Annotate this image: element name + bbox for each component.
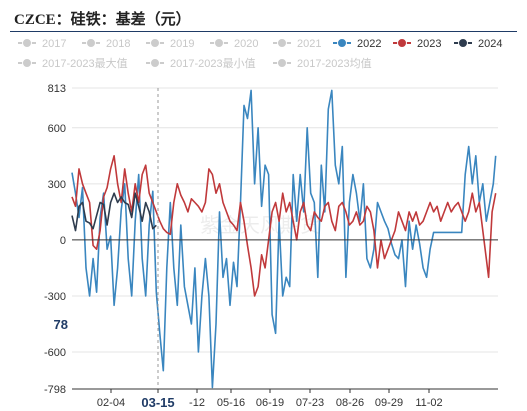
y-tick-label: 813: [48, 83, 66, 95]
watermark: 紫金天风期货: [200, 213, 320, 237]
legend-label: 2017: [42, 38, 66, 50]
legend-item-3[interactable]: 2020: [210, 38, 258, 50]
y-tick-label: 300: [48, 179, 66, 191]
legend-dot-icon: [337, 38, 347, 48]
x-tick-label: 05-16: [217, 397, 245, 409]
series-layer: [71, 89, 497, 389]
legend-item-1[interactable]: 2018: [82, 38, 130, 50]
legend-item-10[interactable]: 2017-2023均值: [273, 57, 372, 70]
legend-dot-icon: [150, 38, 160, 48]
axes: 813 600 300 0 -300 -600 -798 02-04 -12 05-16 06-19…: [44, 83, 498, 409]
legend-dot-icon: [22, 58, 32, 68]
legend-dot-icon: [277, 58, 287, 68]
legend-label: 2017-2023最小值: [170, 57, 256, 70]
x-tick-label: 08-26: [336, 397, 364, 409]
legend-item-9[interactable]: 2017-2023最小值: [146, 57, 256, 70]
series-line-2024[interactable]: [71, 192, 157, 232]
legend-label: 2017-2023均值: [297, 57, 372, 70]
legend-item-6[interactable]: 2023: [393, 38, 441, 50]
x-tick-label: 07-23: [296, 397, 324, 409]
legend-item-4[interactable]: 2021: [273, 38, 321, 50]
hover-y-label: 78: [54, 317, 68, 332]
legend-label: 2018: [106, 38, 130, 50]
legend-dot-icon: [86, 38, 96, 48]
legend-item-5[interactable]: 2022: [333, 38, 381, 50]
x-tick-label: -12: [189, 397, 205, 409]
grid-lines: [72, 87, 498, 390]
series-line-2022[interactable]: [71, 89, 497, 389]
chart-title: CZCE：硅铁：基差（元）: [14, 12, 191, 28]
legend-label: 2017-2023最大值: [42, 56, 128, 70]
y-tick-label: 600: [48, 123, 66, 135]
series-line-2023[interactable]: [71, 155, 497, 297]
legend-item-8[interactable]: 2017-2023最大值: [18, 56, 128, 70]
y-tick-label: -300: [44, 291, 66, 303]
legend[interactable]: 2017 2018 2019 2020 2021 2022 2023 2024 2017-202…: [18, 38, 502, 70]
legend-label: 2023: [417, 38, 441, 50]
legend-label: 2022: [357, 38, 381, 50]
x-tick-label: 06-19: [256, 397, 284, 409]
legend-dot-icon: [150, 58, 160, 68]
x-tick-label: 11-02: [415, 397, 442, 409]
y-tick-label: 0: [60, 235, 66, 247]
legend-dot-icon: [458, 38, 468, 48]
x-tick-label: 02-04: [97, 397, 125, 409]
legend-item-2[interactable]: 2019: [146, 38, 194, 50]
hover-x-label: 03-15: [141, 395, 174, 410]
legend-dot-icon: [277, 38, 287, 48]
legend-label: 2019: [170, 38, 194, 50]
legend-label: 2024: [478, 38, 502, 50]
legend-label: 2020: [234, 38, 258, 50]
legend-dot-icon: [22, 38, 32, 48]
legend-item-0[interactable]: 2017: [18, 38, 66, 50]
x-tick-label: 09-29: [375, 397, 403, 409]
y-tick-label: -798: [44, 384, 66, 396]
legend-label: 2021: [297, 38, 321, 50]
legend-dot-icon: [397, 38, 407, 48]
legend-item-7[interactable]: 2024: [454, 38, 502, 50]
legend-dot-icon: [214, 38, 224, 48]
title-divider: [10, 31, 517, 32]
y-tick-label: -600: [44, 347, 66, 359]
